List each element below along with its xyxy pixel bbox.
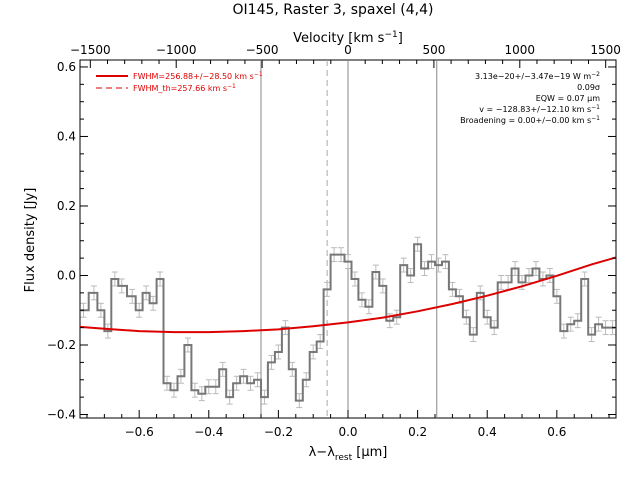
annotation-broadening: Broadening = 0.00+/−0.00 km s−1 [460, 115, 600, 125]
top-tick-label: −500 [246, 43, 279, 57]
y-axis-label: Flux density [Jy] [23, 188, 38, 293]
fit-curve [79, 256, 617, 334]
legend-entry-fwhm-th: FWHM_th=257.66 km s−1 [133, 83, 236, 93]
x-tick-label: 0.6 [547, 425, 566, 439]
top-tick-label: 1500 [590, 43, 621, 57]
fit-annotations: 3.13e−20+/−3.47e−19 W m−2 0.09σ EQW = 0.… [460, 71, 600, 125]
annotation-eqw: EQW = 0.07 μm [536, 94, 600, 103]
legend: FWHM=256.88+/−28.50 km s−1 FWHM_th=257.6… [96, 71, 263, 93]
x-tick-label: −0.4 [194, 425, 223, 439]
x-tick-label: −0.6 [125, 425, 154, 439]
annotation-velocity: v = −128.83+/−12.10 km s−1 [479, 104, 600, 114]
annotation-sigma: 0.09σ [577, 83, 600, 92]
flux-step-line [80, 243, 616, 402]
x-tick-label: −0.2 [264, 425, 293, 439]
annotation-flux: 3.13e−20+/−3.47e−19 W m−2 [475, 71, 600, 81]
y-tick-label: −0.2 [47, 338, 76, 352]
x-axis-ticks: −0.6 −0.4 −0.2 0.0 0.2 0.4 0.6 [86, 410, 610, 439]
x-axis-label: λ−λrest [μm] [309, 445, 388, 463]
top-tick-label: 500 [422, 43, 445, 57]
y-tick-label: 0.4 [57, 129, 76, 143]
legend-entry-fwhm: FWHM=256.88+/−28.50 km s−1 [133, 71, 263, 81]
top-tick-label: −1000 [156, 43, 197, 57]
y-tick-label: 0.0 [57, 268, 76, 282]
reference-lines [260, 60, 438, 418]
top-axis-label: Velocity [km s−1] [293, 30, 403, 46]
top-tick-label: −1500 [70, 43, 111, 57]
x-tick-label: 0.4 [478, 425, 497, 439]
y-tick-label: 0.2 [57, 199, 76, 213]
y-tick-label: 0.6 [57, 60, 76, 74]
chart-title: OI145, Raster 3, spaxel (4,4) [233, 2, 434, 18]
top-tick-label: 0 [344, 43, 352, 57]
x-tick-label: 0.2 [408, 425, 427, 439]
series-layer [79, 236, 617, 409]
top-axis-ticks: −1500 −1000 −500 0 500 1000 1500 [70, 43, 621, 68]
y-tick-label: −0.4 [47, 408, 76, 422]
top-tick-label: 1000 [505, 43, 536, 57]
y-axis-ticks: −0.4 −0.2 0.0 0.2 0.4 0.6 [47, 60, 616, 422]
x-tick-label: 0.0 [338, 425, 357, 439]
